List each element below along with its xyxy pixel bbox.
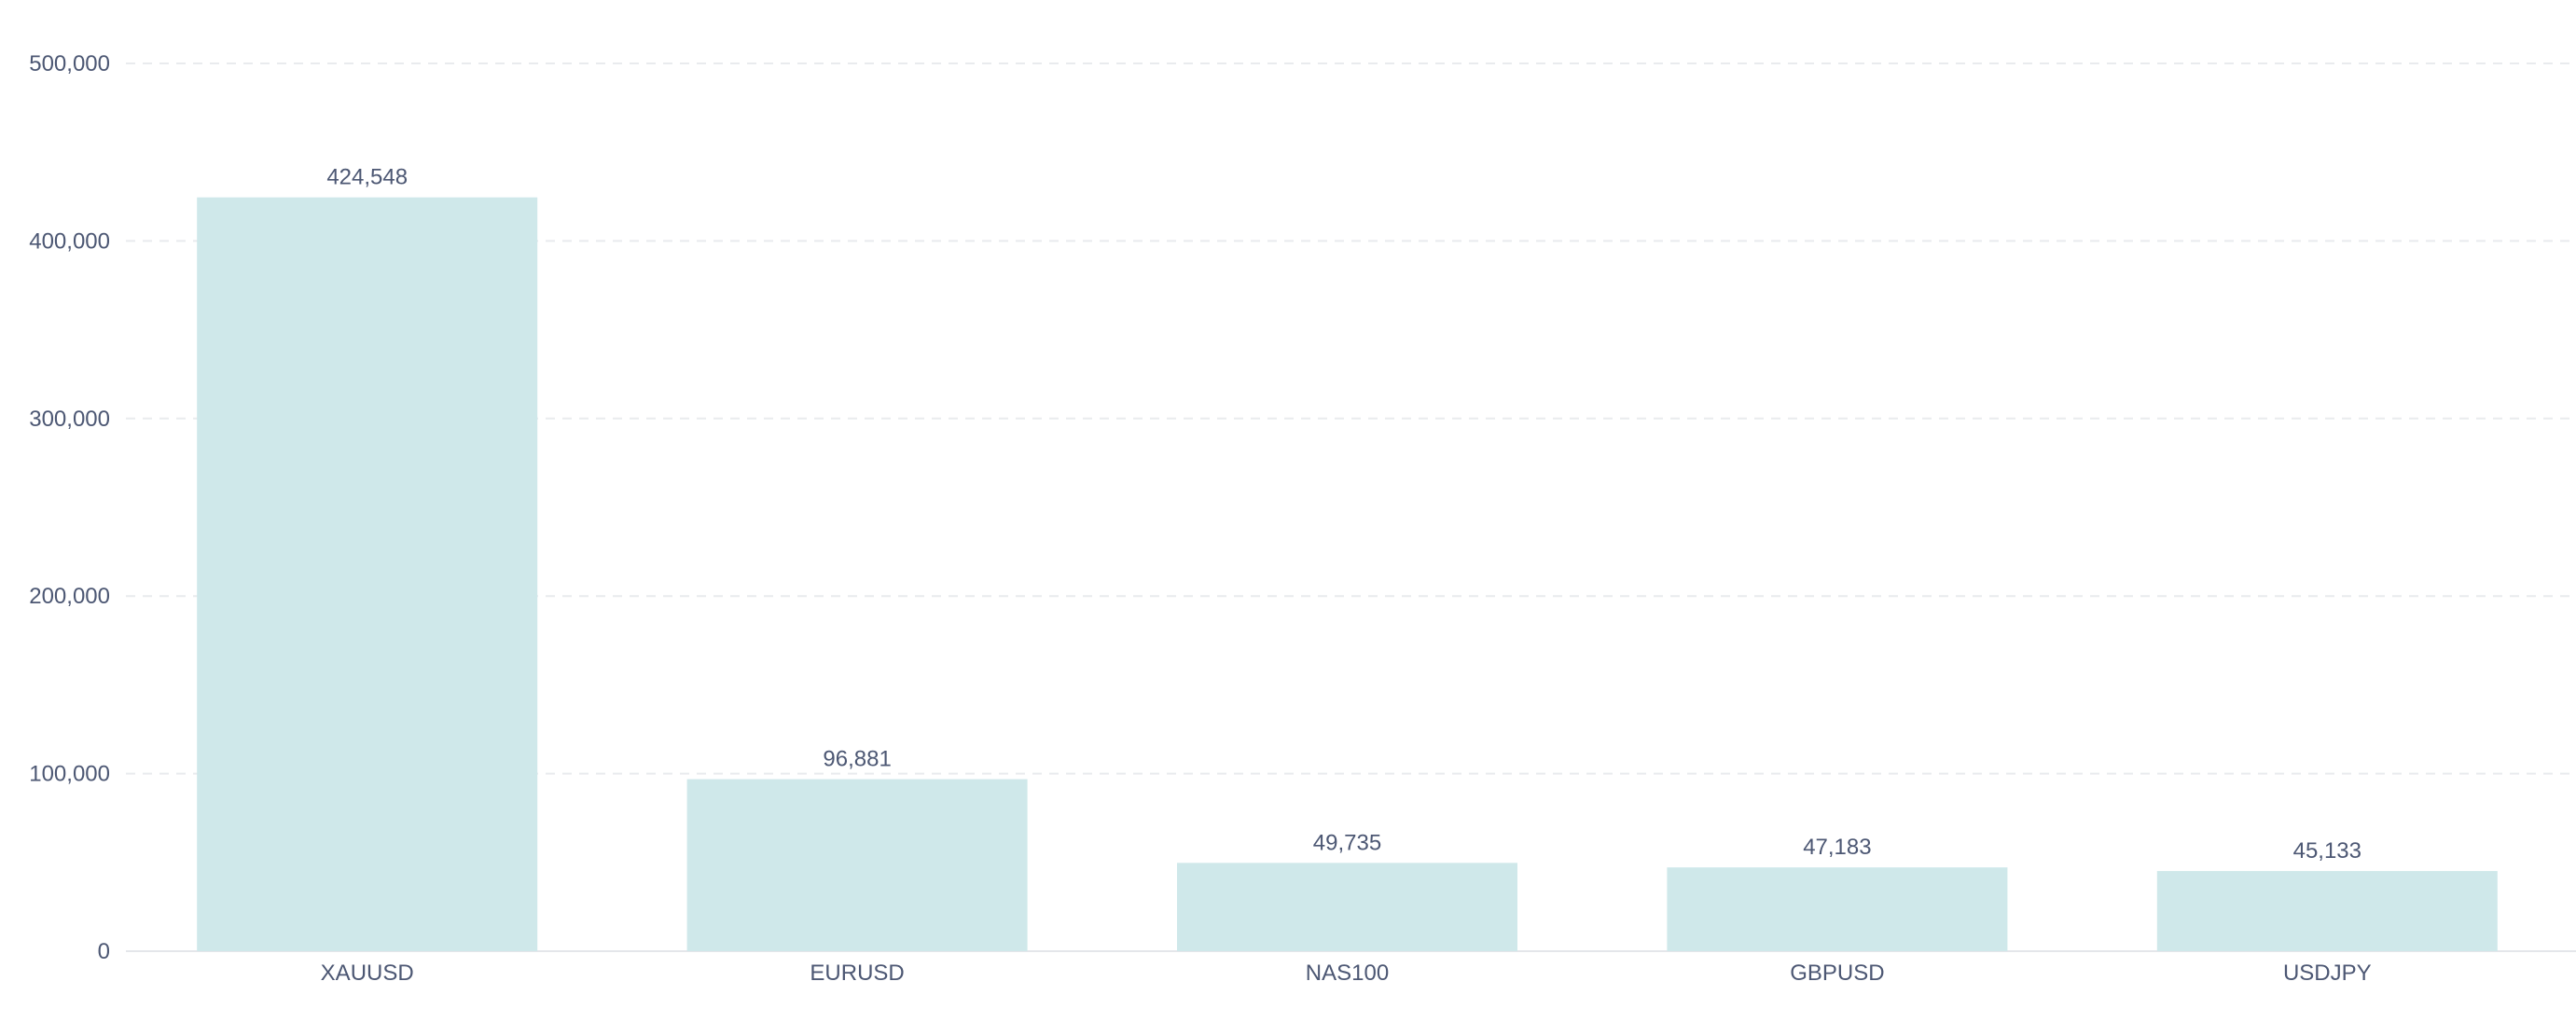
- data-label: 45,133: [2293, 838, 2361, 864]
- y-tick-label: 200,000: [29, 584, 110, 609]
- y-tick-label: 300,000: [29, 407, 110, 432]
- y-tick-label: 400,000: [29, 228, 110, 254]
- y-axis: 0 100,000 200,000 300,000 400,000 500,000: [29, 51, 110, 964]
- y-tick-label: 0: [98, 939, 110, 964]
- bar-usdjpy[interactable]: [2156, 871, 2498, 951]
- y-tick-label: 100,000: [29, 762, 110, 787]
- data-label: 96,881: [823, 747, 891, 772]
- bars: [197, 197, 2498, 951]
- x-tick-label: USDJPY: [2283, 961, 2372, 986]
- data-label: 424,548: [326, 165, 408, 190]
- data-labels: 424,548 96,881 49,735 47,183 45,133: [326, 165, 2361, 864]
- x-tick-label: XAUUSD: [321, 961, 414, 986]
- bar-gbpusd[interactable]: [1667, 867, 2008, 951]
- x-axis: XAUUSD EURUSD NAS100 GBPUSD USDJPY: [321, 961, 2372, 986]
- x-tick-label: GBPUSD: [1790, 961, 1884, 986]
- data-label: 47,183: [1803, 835, 1871, 860]
- data-label: 49,735: [1313, 830, 1381, 855]
- x-tick-label: NAS100: [1306, 961, 1389, 986]
- bar-eurusd[interactable]: [686, 779, 1028, 951]
- bar-xauusd[interactable]: [197, 197, 538, 951]
- y-tick-label: 500,000: [29, 51, 110, 76]
- bar-nas100[interactable]: [1177, 863, 1517, 951]
- x-tick-label: EURUSD: [810, 961, 904, 986]
